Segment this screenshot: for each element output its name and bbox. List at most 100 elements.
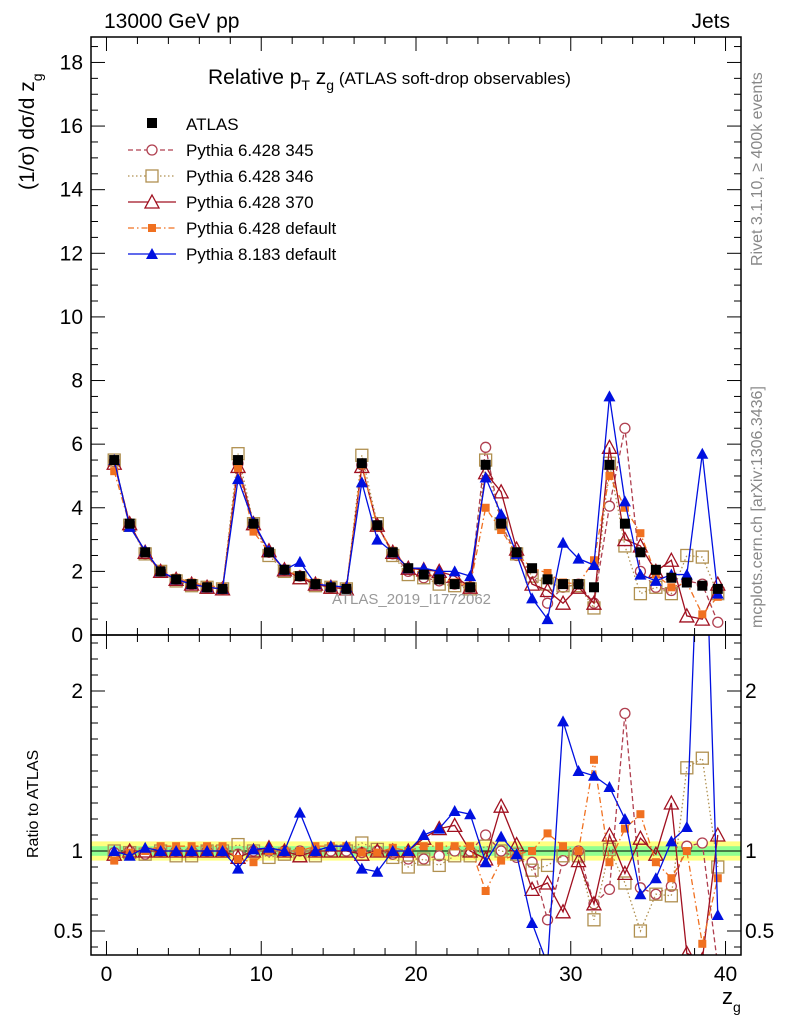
lower-point-pythia-6-428-default [636,810,645,819]
x-tick-label: 10 [250,963,273,986]
upper-y-tick-label: 8 [71,370,83,393]
lower-point-pythia-8-183-default [386,845,399,856]
lower-point-pythia-6-428-default [110,856,119,865]
x-tick-label: 0 [101,963,113,986]
legend-entry-pythia6-346: Pythia 6.428 346 [128,167,314,186]
legend: ATLAS Pythia 6.428 345 Pythia 6.428 346 … [128,115,337,264]
chart-title: Relative pT zg (ATLAS soft-drop observab… [208,66,571,93]
upper-point-atlas [171,574,182,585]
upper-point-pythia-6-428-default [234,464,243,473]
lower-point-pythia-8-183-default [603,781,616,792]
upper-point-pythia-8-183-default [479,471,492,483]
upper-point-pythia-6-428-default [249,527,258,536]
lower-point-pythia-6-428-default [713,874,722,883]
lower-point-pythia-6-428-345 [696,837,708,849]
lower-point-pythia-8-183-default [464,808,477,820]
lower-point-pythia-6-428-346 [432,858,446,873]
lower-y-tick-label: 0.5 [54,920,83,943]
lower-point-pythia-6-428-345 [433,850,445,862]
lower-point-pythia-6-428-default [528,847,537,855]
upper-point-pythia-6-428-370 [678,607,695,623]
lower-point-pythia-6-428-346 [633,924,648,938]
lower-point-pythia-8-183-default [154,845,167,856]
upper-point-atlas [248,518,259,529]
lower-point-pythia-6-428-default [651,858,660,867]
lower-point-pythia-8-183-default [108,845,121,856]
lower-point-pythia-8-183-default [634,888,647,900]
upper-point-pythia-6-428-default [605,471,614,480]
upper-point-pythia-6-428-default [481,503,490,512]
upper-point-atlas [109,455,120,466]
upper-point-pythia-8-183-default [696,447,709,459]
upper-point-atlas [558,579,569,590]
lower-point-pythia-6-428-default [589,755,598,764]
upper-point-atlas [480,459,491,470]
lower-point-pythia-8-183-default [170,845,183,856]
upper-point-pythia-8-183-default [355,476,368,488]
upper-point-atlas [712,583,723,594]
lower-point-pythia-6-428-370 [291,847,309,863]
lower-point-pythia-6-428-346 [525,863,539,877]
lower-frame [90,634,742,956]
lower-point-pythia-8-183-default [542,959,554,970]
lower-point-pythia-6-428-370 [446,817,463,833]
upper-point-pythia-8-183-default [371,533,384,545]
upper-point-atlas [511,547,522,558]
upper-point-pythia-6-428-370 [694,610,711,626]
lower-point-pythia-6-428-370 [681,945,693,955]
lower-point-pythia-6-428-default [698,939,707,948]
upper-point-atlas [325,582,336,593]
upper-point-pythia-6-428-default [620,503,629,512]
lower-y-tick-label-right: 1 [745,840,757,863]
lower-point-pythia-6-428-346 [556,849,570,863]
upper-point-atlas [650,564,661,575]
lower-point-pythia-6-428-345 [418,853,430,865]
legend-marker-pythia6-default [148,224,156,232]
lower-point-pythia-6-428-370 [539,874,556,890]
upper-point-atlas [294,571,305,582]
upper-point-pythia-8-183-default [680,568,693,580]
lower-point-pythia-6-428-345 [495,845,507,857]
lower-point-pythia-8-183-default [324,840,337,852]
lower-point-pythia-6-428-370 [431,820,448,836]
upper-point-pythia-8-183-default [448,565,461,577]
lower-point-pythia-8-183-default [201,845,214,856]
upper-point-pythia-6-428-370 [493,483,510,499]
upper-point-atlas [310,579,321,590]
lower-point-pythia-6-428-default [497,856,506,865]
lower-point-pythia-6-428-345 [619,707,631,720]
lower-point-pythia-8-183-default [185,845,198,856]
legend-marker-pythia6-370 [143,193,161,209]
lower-point-pythia-6-428-346 [448,849,462,863]
upper-point-atlas [263,547,274,558]
lower-series-line-pythia-8-183-default [114,635,719,955]
lower-point-pythia-6-428-370 [709,826,726,842]
upper-point-pythia-6-428-346 [695,550,709,564]
x-axis-label: zg [722,984,741,1015]
lower-point-pythia-8-183-default [433,822,446,834]
upper-point-pythia-6-428-370 [554,594,572,610]
lower-y-axis-label: Ratio to ATLAS [25,750,42,858]
upper-point-pythia-8-183-default [634,568,647,580]
upper-point-pythia-8-183-default [541,613,554,625]
legend-marker-pythia8-default [146,248,158,259]
upper-point-atlas [279,564,290,575]
legend-label-atlas: ATLAS [186,115,239,134]
lower-point-pythia-8-183-default [262,841,275,853]
upper-point-pythia-6-428-default [110,467,119,476]
lower-point-pythia-8-183-default [618,813,631,824]
upper-point-atlas [635,547,646,558]
lower-point-pythia-6-428-346 [231,837,245,852]
header-jets-label: Jets [691,10,730,33]
upper-point-atlas [666,572,677,583]
upper-point-pythia-6-428-345 [603,500,616,512]
lower-point-pythia-6-428-346 [711,860,725,874]
lower-point-pythia-6-428-default [249,858,258,867]
lower-point-pythia-6-428-370 [585,895,603,911]
lower-point-pythia-8-183-default [247,843,260,855]
lower-point-pythia-8-183-default [557,715,570,727]
lower-point-pythia-6-428-default [295,847,304,855]
lower-point-pythia-6-428-370 [663,794,680,810]
upper-point-pythia-6-428-346 [680,548,694,563]
